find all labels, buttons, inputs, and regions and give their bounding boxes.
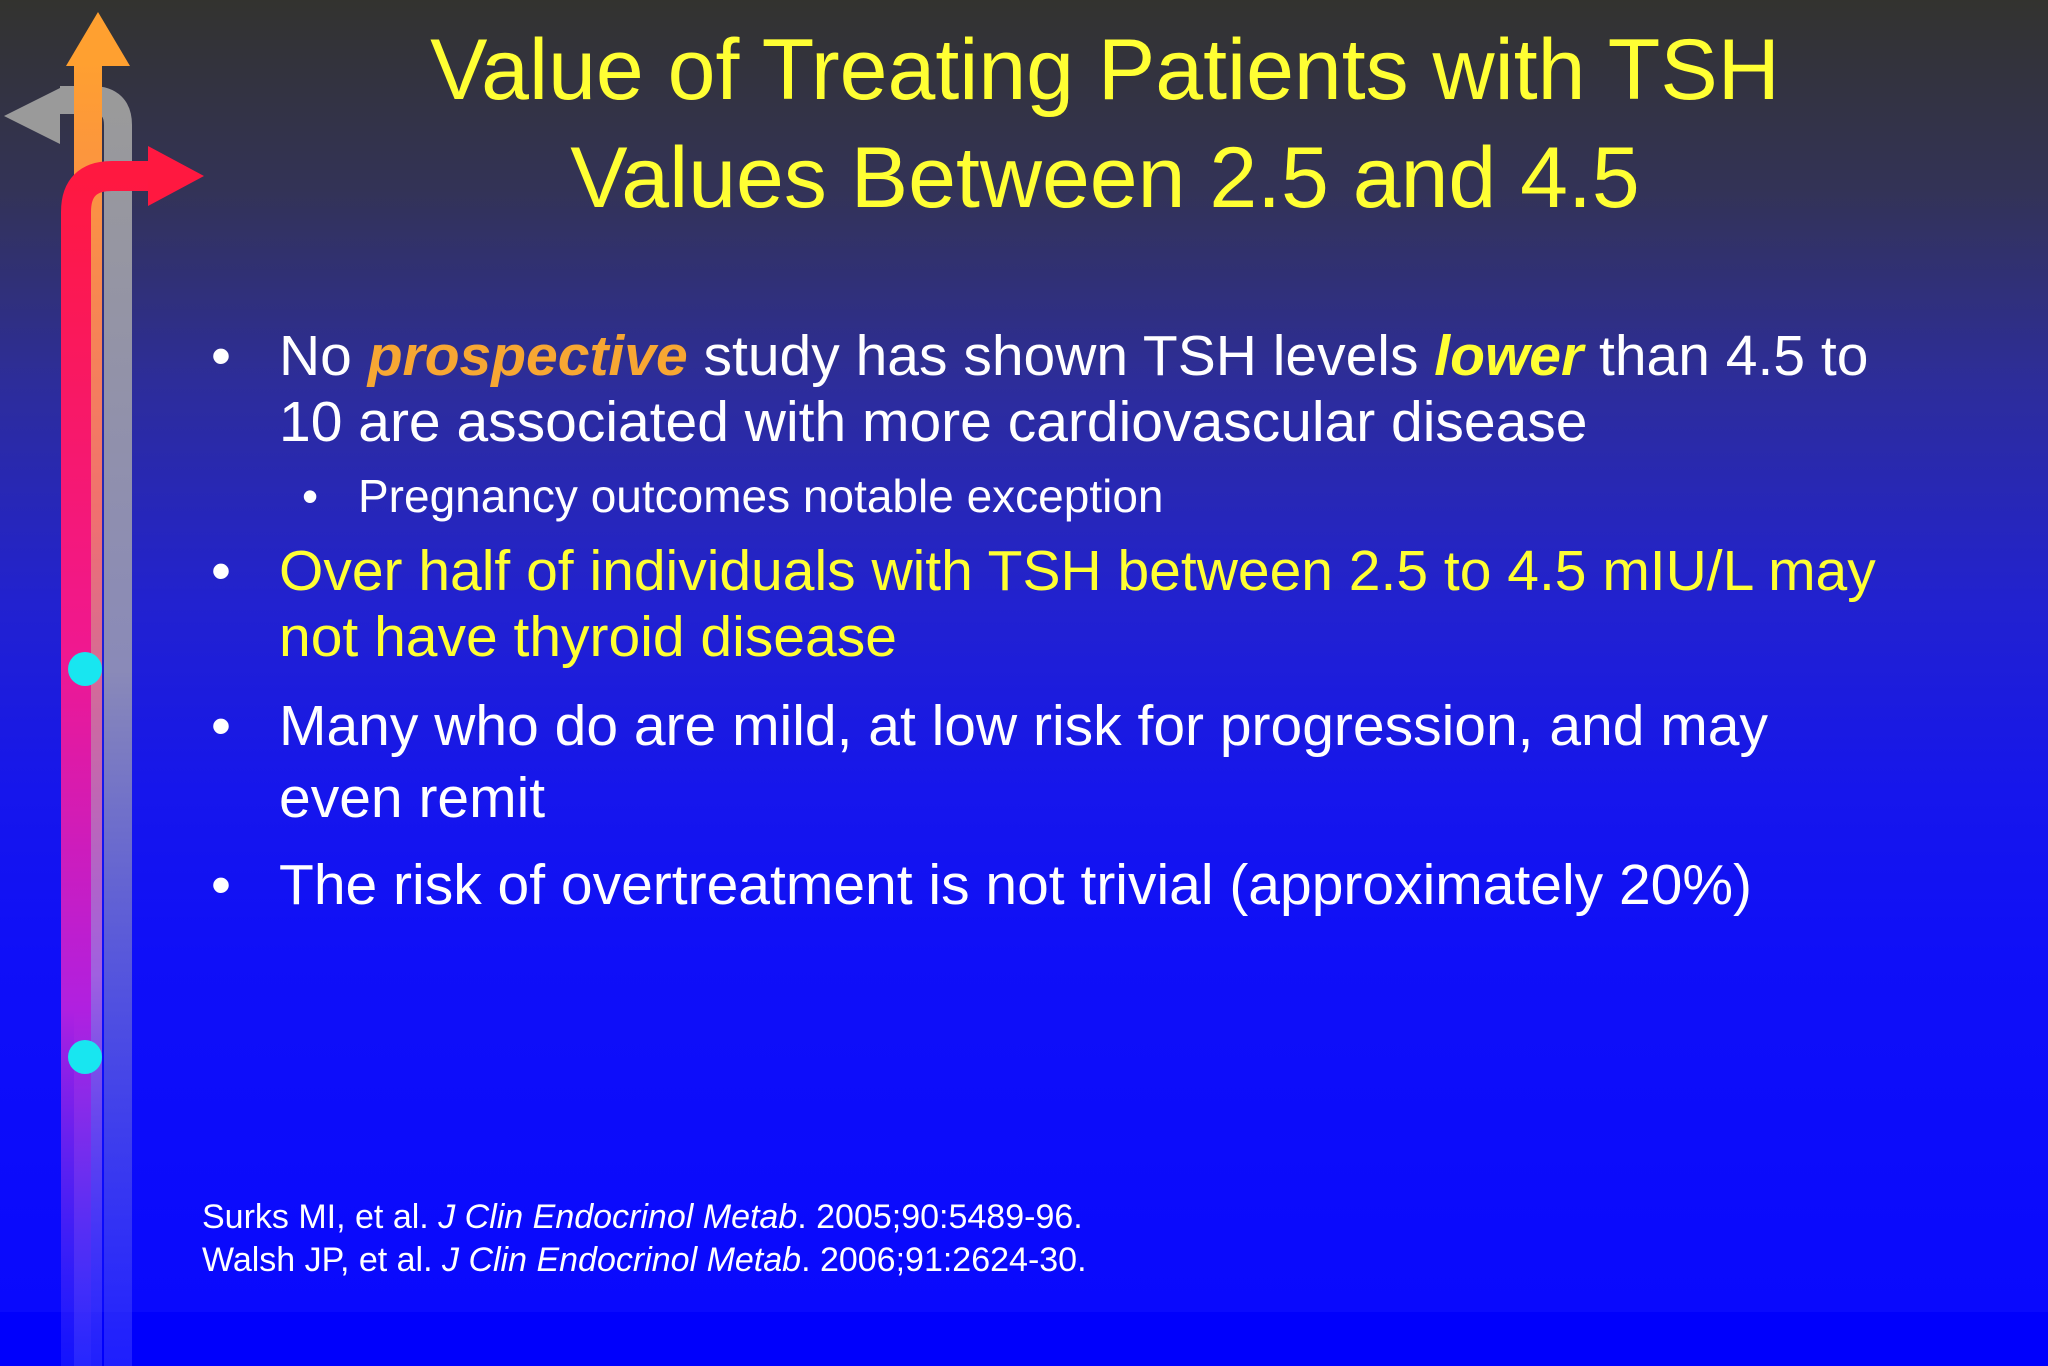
bullet-item-1: • No prospective study has shown TSH lev… xyxy=(211,323,1868,455)
bullet-marker: • xyxy=(211,539,231,603)
title-line-1: Value of Treating Patients with TSH xyxy=(430,22,1780,118)
bullet-1-text-b: study has shown TSH levels xyxy=(687,324,1435,388)
bullet-marker: • xyxy=(211,694,231,758)
sub-bullet-marker: • xyxy=(302,470,319,522)
cyan-dot-upper xyxy=(68,652,102,686)
bullet-1-text-a: No xyxy=(279,324,368,388)
bullet-marker: • xyxy=(211,324,231,388)
references: Surks MI, et al. J Clin Endocrinol Metab… xyxy=(202,1196,1087,1282)
bullet-item-4: • The risk of overtreatment is not trivi… xyxy=(211,852,1753,918)
sub-bullet-text: Pregnancy outcomes notable exception xyxy=(358,470,1164,522)
red-arrow xyxy=(61,146,204,1366)
bullet-item-2: • Over half of individuals with TSH betw… xyxy=(211,538,1876,670)
reference-2-journal: J Clin Endocrinol Metab xyxy=(442,1241,802,1279)
emphasis-prospective: prospective xyxy=(367,324,688,388)
bullet-1-line-1: No prospective study has shown TSH level… xyxy=(279,323,1868,389)
bottom-band xyxy=(0,1312,2048,1366)
arrows-decoration xyxy=(4,12,204,1366)
slide-title: Value of Treating Patients with TSH Valu… xyxy=(210,16,2000,232)
reference-2: Walsh JP, et al. J Clin Endocrinol Metab… xyxy=(202,1241,1087,1279)
cyan-dot-lower xyxy=(68,1040,102,1074)
bullet-2-line-2: not have thyroid disease xyxy=(279,605,897,669)
reference-1: Surks MI, et al. J Clin Endocrinol Metab… xyxy=(202,1198,1083,1236)
reference-1-journal: J Clin Endocrinol Metab xyxy=(438,1198,798,1236)
bullet-1-text-c: than 4.5 to xyxy=(1583,324,1869,388)
emphasis-lower: lower xyxy=(1434,324,1584,388)
title-line-2: Values Between 2.5 and 4.5 xyxy=(570,130,1640,226)
bullet-3-line-1: Many who do are mild, at low risk for pr… xyxy=(279,694,1768,758)
bullet-1-line-2: 10 are associated with more cardiovascul… xyxy=(279,390,1588,454)
bullet-4-line-1: The risk of overtreatment is not trivial… xyxy=(279,853,1753,917)
bullet-2-line-1: Over half of individuals with TSH betwee… xyxy=(279,539,1876,603)
bullet-marker: • xyxy=(211,853,231,917)
sub-bullet-item-1: • Pregnancy outcomes notable exception xyxy=(302,468,1164,524)
bullet-item-3: • Many who do are mild, at low risk for … xyxy=(211,690,1768,834)
bullet-3-line-2: even remit xyxy=(279,766,546,830)
